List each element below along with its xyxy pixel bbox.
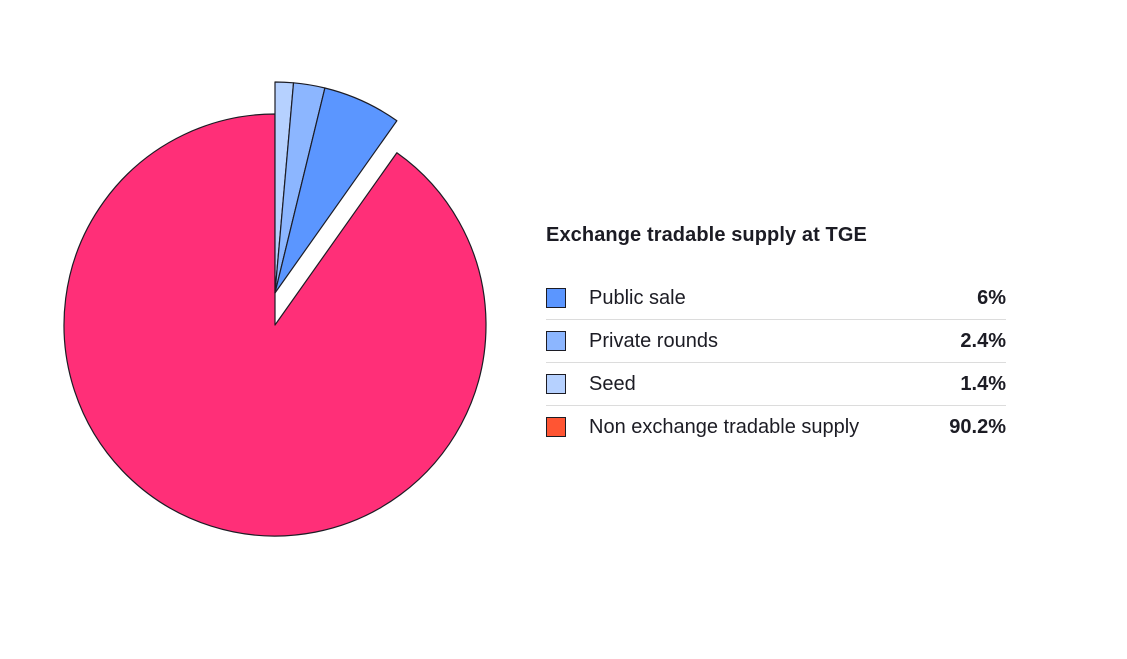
legend-swatch: [546, 374, 566, 394]
legend-value: 6%: [977, 286, 1006, 309]
legend-label: Seed: [589, 372, 636, 395]
legend-value: 90.2%: [949, 415, 1006, 438]
legend-label: Non exchange tradable supply: [589, 415, 860, 438]
legend-label: Public sale: [589, 286, 686, 309]
legend-value: 2.4%: [960, 329, 1006, 352]
legend-swatch: [546, 417, 566, 437]
chart-legend: Exchange tradable supply at TGE Public s…: [546, 224, 1006, 448]
legend-swatch: [546, 331, 566, 351]
legend-item-private-rounds: Private rounds 2.4%: [546, 320, 1006, 363]
legend-item-seed: Seed 1.4%: [546, 363, 1006, 406]
pie-chart: [63, 81, 487, 537]
legend-item-public-sale: Public sale 6%: [546, 277, 1006, 320]
pie-slice-public-sale: [274, 87, 398, 294]
legend-title: Exchange tradable supply at TGE: [546, 224, 867, 246]
legend-label: Private rounds: [589, 329, 718, 352]
legend-value: 1.4%: [960, 372, 1006, 395]
legend-swatch: [546, 288, 566, 308]
pie-slice-non-exchange-tradable-supply: [63, 113, 487, 537]
legend-item-non-exchange-tradable-supply: Non exchange tradable supply 90.2%: [546, 406, 1006, 448]
